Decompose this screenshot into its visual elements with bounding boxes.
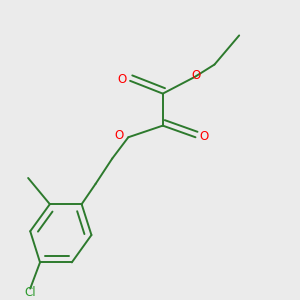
Text: O: O <box>200 130 209 143</box>
Text: O: O <box>191 68 201 82</box>
Text: O: O <box>117 73 126 86</box>
Text: O: O <box>114 129 123 142</box>
Text: Cl: Cl <box>24 286 36 298</box>
